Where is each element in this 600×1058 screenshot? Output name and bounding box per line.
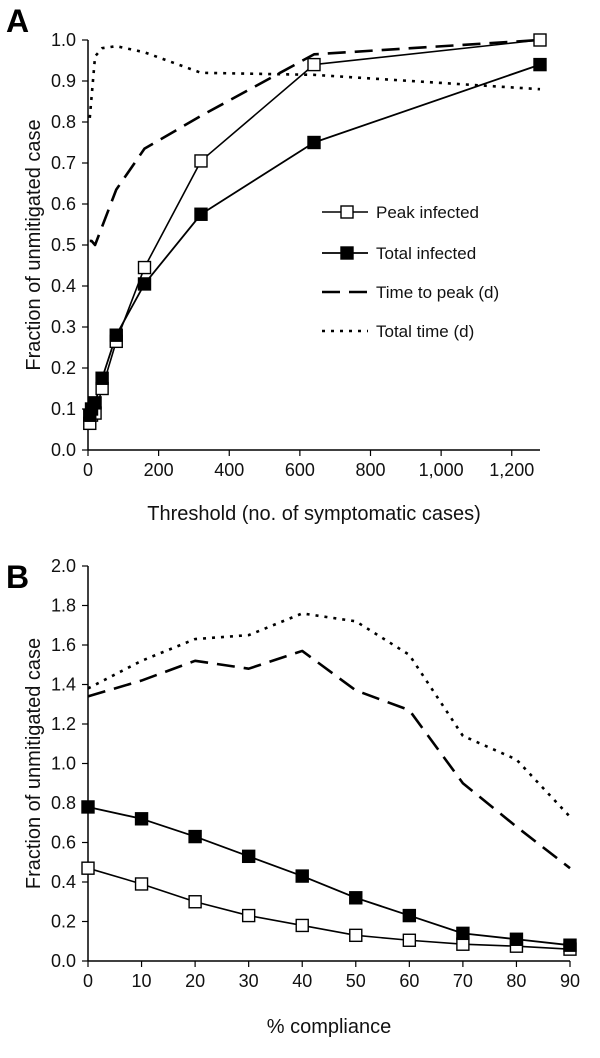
y-tick-label: 0.8 [51, 793, 76, 813]
open-square-point [402, 933, 417, 947]
x-tick-label: 800 [355, 460, 385, 480]
x-tick-label: 0 [83, 971, 93, 991]
y-tick-label: 1.4 [51, 675, 76, 695]
x-tick-label: 400 [214, 460, 244, 480]
series-line-1 [88, 63, 541, 416]
x-tick-label: 1,200 [489, 460, 534, 480]
y-tick-label: 0.5 [51, 235, 76, 255]
y-tick-label: 1.6 [51, 635, 76, 655]
y-tick-label: 1.2 [51, 714, 76, 734]
filled-square-point [194, 207, 208, 221]
x-tick-label: 80 [506, 971, 526, 991]
open-square-point [349, 928, 363, 943]
filled-square-point [81, 800, 95, 814]
series-line-2 [89, 38, 541, 247]
series-line-0 [88, 39, 541, 424]
filled-square-point [95, 371, 109, 385]
x-tick-label: 10 [132, 971, 152, 991]
panel-a-label: A [6, 3, 29, 39]
legend-marker [340, 205, 354, 219]
y-tick-label: 0.6 [51, 833, 76, 853]
filled-square-point [295, 869, 309, 883]
open-square-point [81, 861, 95, 875]
filled-square-point [349, 891, 363, 905]
y-tick-label: 0.6 [51, 194, 76, 214]
x-tick-label: 70 [453, 971, 473, 991]
x-tick-label: 30 [239, 971, 259, 991]
open-square-point [307, 57, 321, 72]
y-tick-label: 0.1 [51, 399, 76, 419]
legend-label: Total infected [376, 244, 476, 263]
x-axis-label: Threshold (no. of symptomatic cases) [147, 503, 480, 525]
y-tick-label: 1.0 [51, 754, 76, 774]
open-square-point [241, 908, 256, 923]
x-tick-label: 90 [560, 971, 580, 991]
filled-square-point [109, 328, 123, 342]
x-tick-label: 600 [285, 460, 315, 480]
legend-label: Time to peak (d) [376, 283, 499, 302]
x-axis-label: % compliance [267, 1016, 392, 1038]
y-axis-label: Fraction of unmitigated case [23, 119, 45, 370]
y-tick-label: 0.0 [51, 951, 76, 971]
series-line-1 [87, 806, 571, 947]
filled-square-point [137, 277, 152, 291]
y-tick-label: 0.2 [51, 358, 76, 378]
y-tick-label: 1.8 [51, 596, 76, 616]
open-square-point [137, 260, 152, 275]
y-axis-label: Fraction of unmitigated case [23, 638, 45, 889]
legend-label: Total time (d) [376, 322, 474, 341]
filled-square-point [241, 849, 256, 864]
x-tick-label: 0 [83, 460, 93, 480]
y-tick-label: 2.0 [51, 556, 76, 576]
x-tick-label: 1,000 [419, 460, 464, 480]
series-line-3 [88, 44, 541, 119]
legend-label: Peak infected [376, 203, 479, 222]
y-tick-label: 0.4 [51, 872, 76, 892]
filled-square-point [307, 135, 321, 150]
filled-square-point [456, 926, 470, 941]
open-square-point [533, 33, 547, 47]
panel-b-label: B [6, 559, 29, 595]
filled-square-point [563, 938, 577, 952]
open-square-point [188, 895, 202, 909]
filled-square-point [88, 396, 102, 410]
filled-square-point [402, 908, 417, 923]
y-tick-label: 0.4 [51, 276, 76, 296]
y-tick-label: 0.2 [51, 912, 76, 932]
x-tick-label: 50 [346, 971, 366, 991]
series-line-3 [87, 612, 571, 818]
y-tick-label: 0.8 [51, 112, 76, 132]
filled-square-point [509, 932, 524, 946]
series-line-0 [87, 867, 571, 950]
y-tick-label: 1.0 [51, 30, 76, 50]
x-tick-label: 200 [144, 460, 174, 480]
open-square-point [295, 918, 309, 933]
x-tick-label: 20 [185, 971, 205, 991]
y-tick-label: 0.9 [51, 71, 76, 91]
series-line-2 [87, 649, 571, 870]
legend-marker [340, 246, 354, 260]
open-square-point [134, 877, 149, 891]
filled-square-point [533, 57, 547, 72]
filled-square-point [134, 812, 149, 826]
y-tick-label: 0.7 [51, 153, 76, 173]
open-square-point [194, 154, 208, 168]
y-tick-label: 0.3 [51, 317, 76, 337]
filled-square-point [188, 829, 202, 844]
x-tick-label: 40 [292, 971, 312, 991]
x-tick-label: 60 [399, 971, 419, 991]
y-tick-label: 0.0 [51, 440, 76, 460]
